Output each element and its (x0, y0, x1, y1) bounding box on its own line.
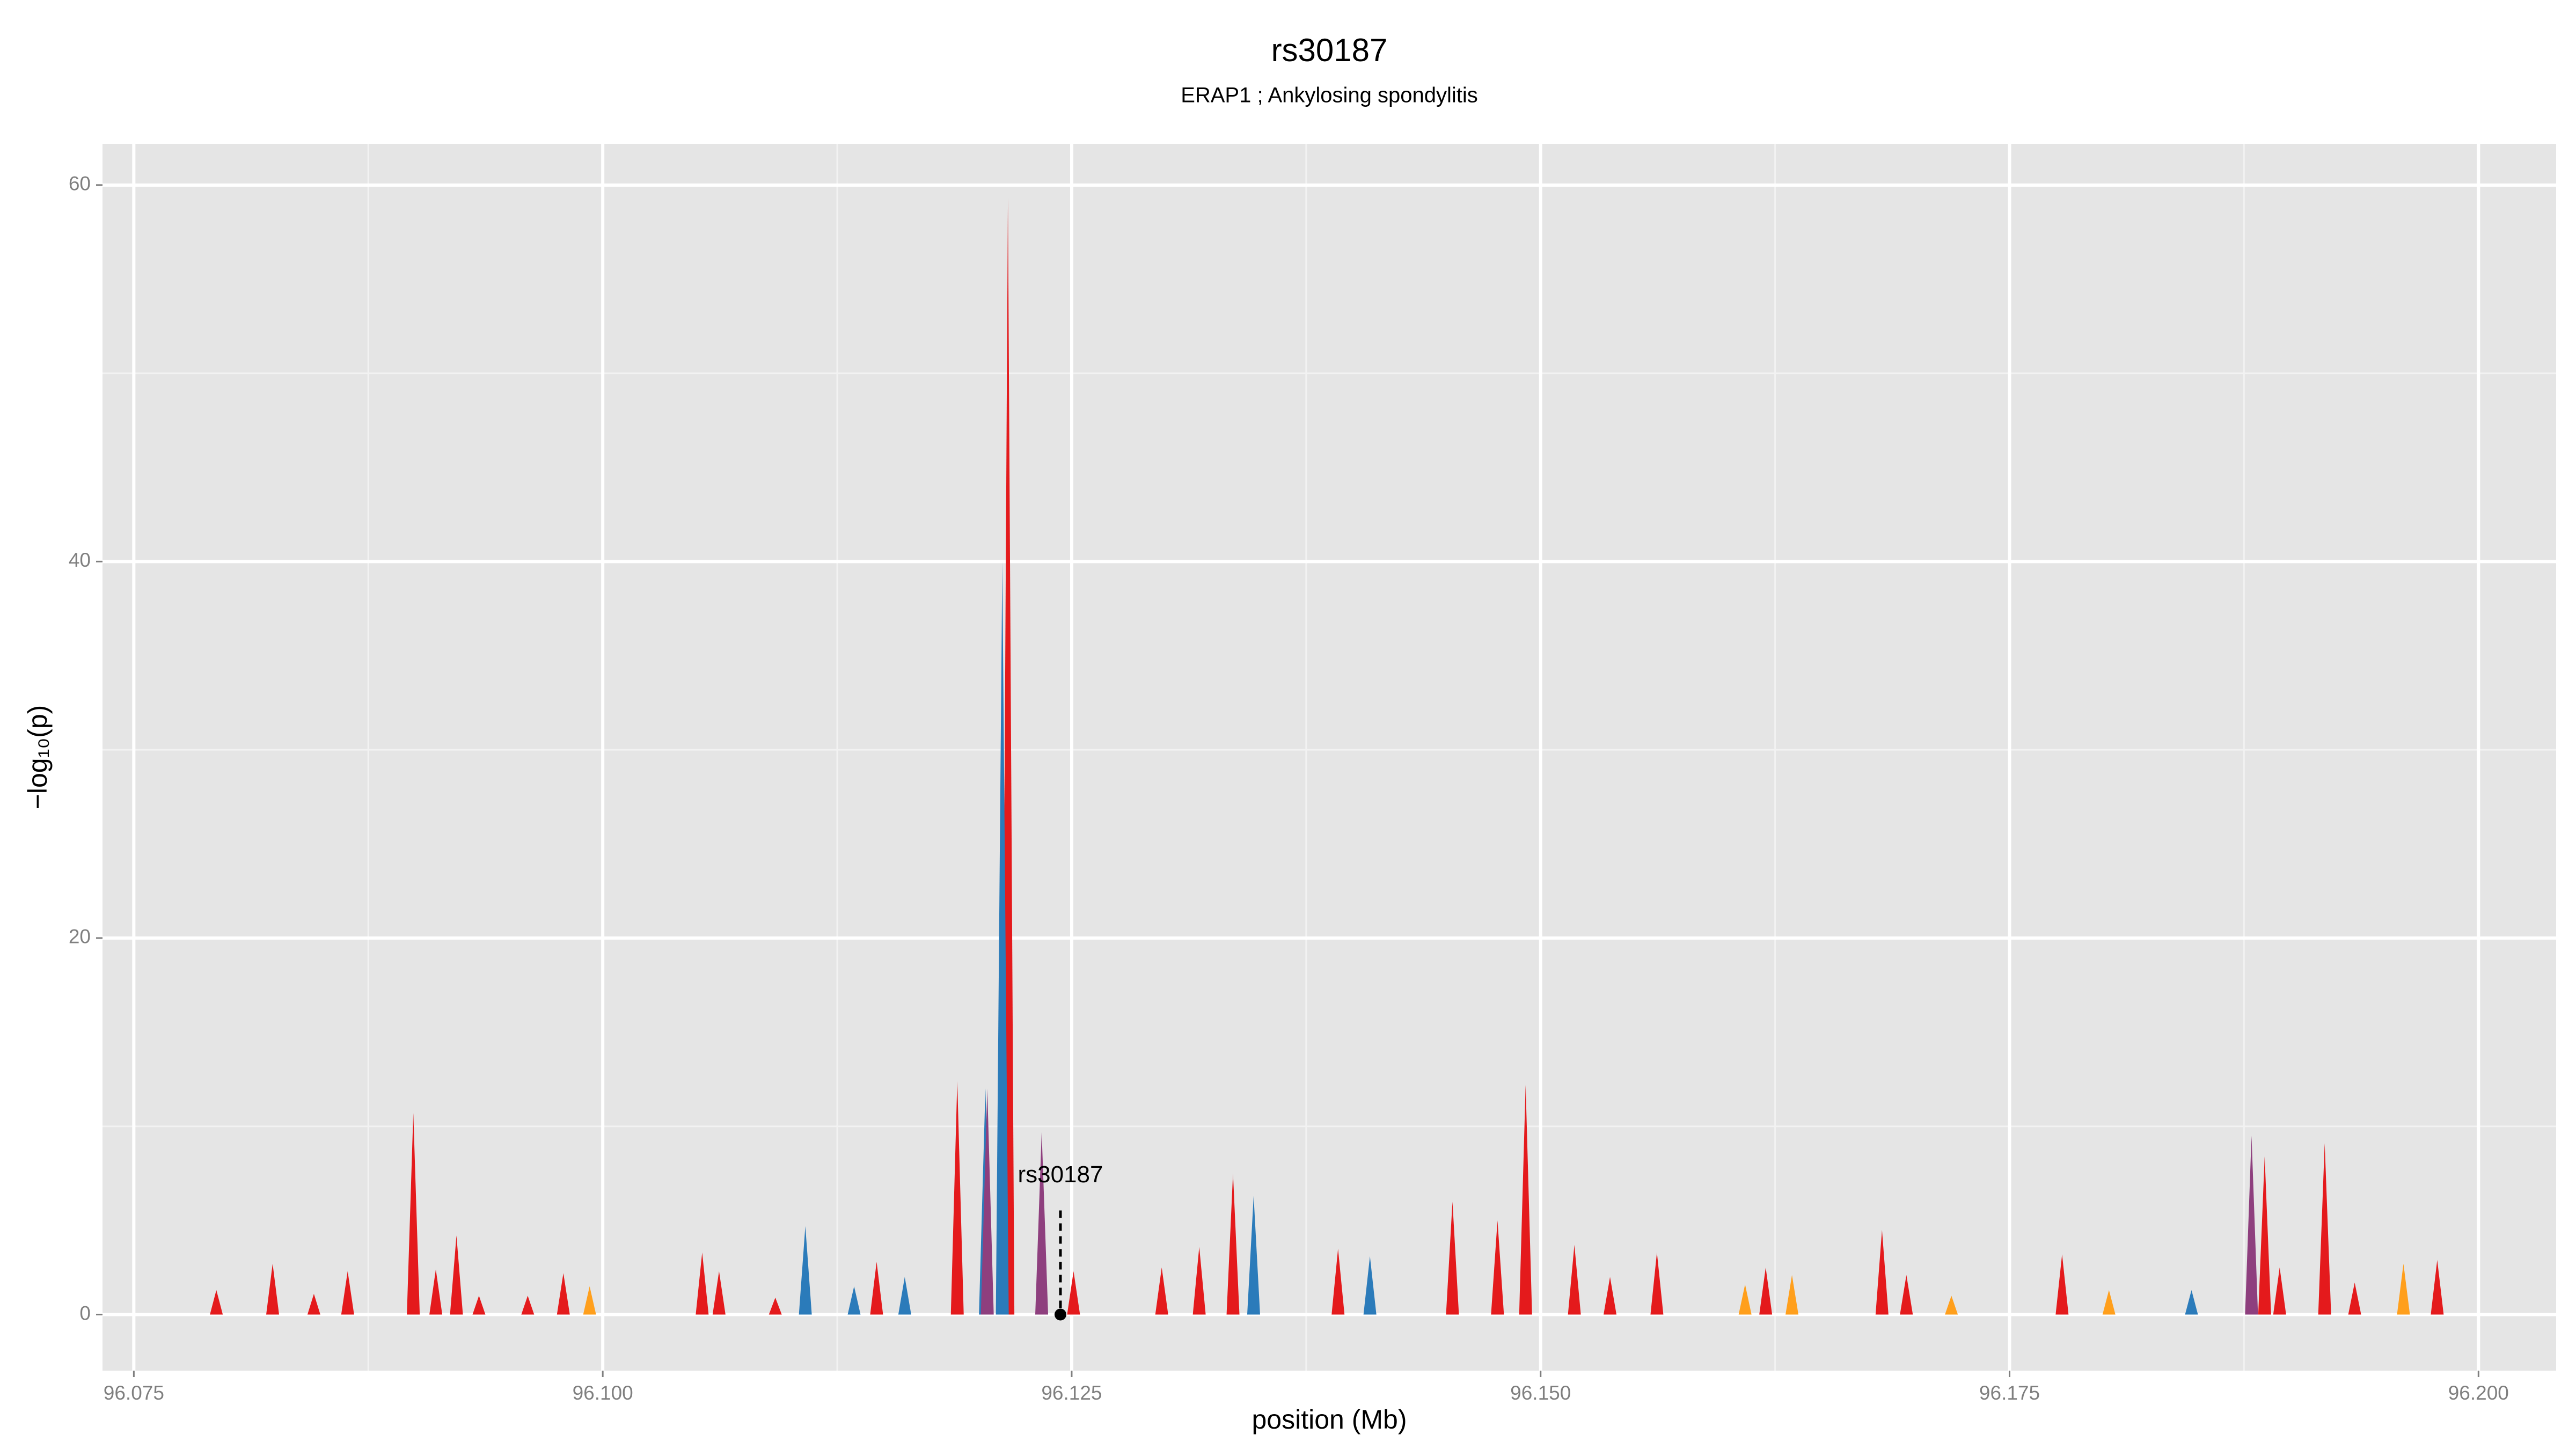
y-tick-label: 60 (69, 173, 91, 195)
peak (2245, 1136, 2258, 1315)
x-axis-label: position (Mb) (1252, 1404, 1407, 1435)
peak (2397, 1263, 2410, 1315)
peak (1738, 1284, 1752, 1315)
peak (1519, 1085, 1532, 1315)
peak (769, 1297, 782, 1315)
peak (2348, 1282, 2361, 1315)
peak (266, 1263, 280, 1315)
peak (210, 1290, 223, 1315)
peak (996, 561, 1009, 1315)
peak (847, 1286, 861, 1315)
annotation-label: rs30187 (1018, 1161, 1103, 1188)
peak (1363, 1256, 1377, 1315)
peak (2258, 1156, 2271, 1315)
peak (307, 1293, 320, 1315)
peak (1785, 1275, 1799, 1315)
peak (1759, 1267, 1773, 1315)
y-tick-label: 40 (69, 549, 91, 571)
peak (1446, 1202, 1459, 1315)
x-tick-label: 96.175 (1979, 1382, 2040, 1404)
peak (1067, 1271, 1080, 1315)
peak (2318, 1143, 2331, 1315)
peak (472, 1296, 486, 1315)
x-tick-label: 96.200 (2448, 1382, 2509, 1404)
x-tick-label: 96.100 (573, 1382, 633, 1404)
plot-background (103, 144, 2556, 1371)
peak (696, 1252, 709, 1315)
peak (1945, 1296, 1958, 1315)
peak (1035, 1132, 1049, 1315)
peak (521, 1296, 535, 1315)
peak (1604, 1277, 1617, 1315)
y-axis-label: −log₁₀(p) (23, 705, 53, 810)
peak (2431, 1260, 2444, 1315)
chart-title: rs30187 (1271, 32, 1388, 68)
peak (407, 1113, 420, 1315)
peak (1247, 1196, 1260, 1315)
x-tick-label: 96.125 (1041, 1382, 1102, 1404)
peak (429, 1269, 443, 1315)
y-tick-label: 20 (69, 926, 91, 948)
peak (1650, 1252, 1664, 1315)
peak (1331, 1248, 1345, 1315)
peak (2185, 1290, 2198, 1315)
x-tick-label: 96.150 (1510, 1382, 1571, 1404)
peak (2055, 1254, 2069, 1315)
peak (898, 1277, 911, 1315)
peak (950, 1081, 964, 1315)
peak (712, 1271, 726, 1315)
peak (1875, 1230, 1889, 1315)
peak (799, 1226, 812, 1315)
peak (557, 1273, 570, 1315)
peak (2102, 1290, 2116, 1315)
annotation-point (1054, 1308, 1066, 1321)
chart-subtitle: ERAP1 ; Ankylosing spondylitis (1181, 84, 1478, 107)
peak (870, 1262, 883, 1315)
peak (1192, 1247, 1206, 1315)
peak (1226, 1173, 1240, 1315)
peak (1491, 1220, 1504, 1315)
peak (2273, 1267, 2286, 1315)
peak (1155, 1267, 1168, 1315)
peak (341, 1271, 354, 1315)
peak (1568, 1245, 1581, 1315)
peak (583, 1286, 596, 1315)
peak (980, 1088, 994, 1315)
y-tick-label: 0 (79, 1302, 91, 1324)
peak (450, 1235, 463, 1315)
x-tick-label: 96.075 (104, 1382, 164, 1404)
peak (1900, 1275, 1913, 1315)
